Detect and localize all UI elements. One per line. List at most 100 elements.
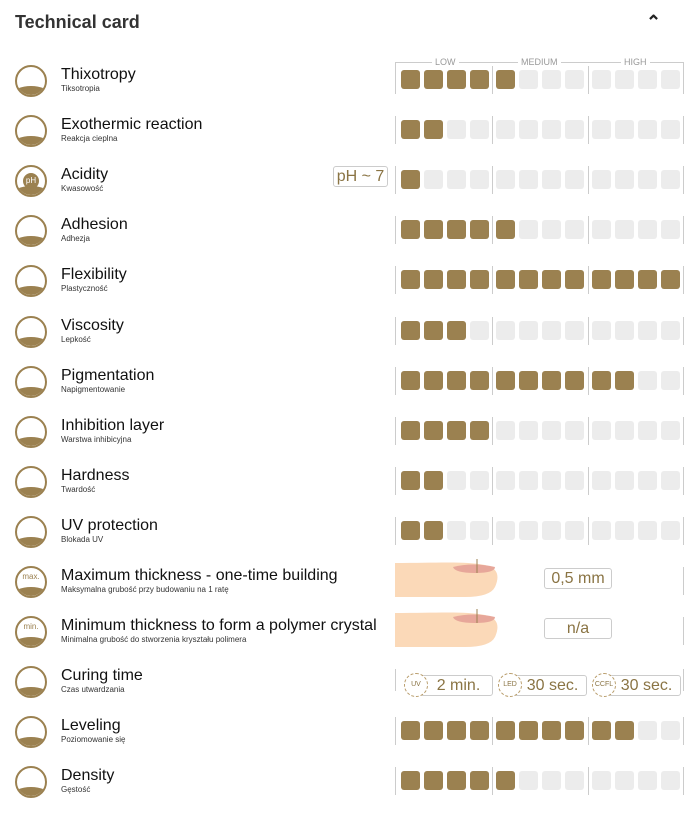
- rating-cell: [592, 120, 611, 140]
- rating-cell: [519, 420, 538, 440]
- rating-cell: [542, 320, 561, 340]
- rating-cell: [615, 520, 634, 540]
- rating-cell: [519, 771, 538, 791]
- rating-cell: [661, 220, 680, 240]
- rating-cell: [565, 170, 584, 190]
- property-name: Curing time: [61, 667, 143, 685]
- ph-badge: pH ~ 7: [333, 166, 388, 188]
- property-subtitle: Napigmentowanie: [61, 384, 126, 394]
- property-row: Pigmentation Napigmentowanie: [0, 363, 699, 413]
- property-row: UV protection Blokada UV: [0, 513, 699, 563]
- rating-cell: [519, 220, 538, 240]
- rating-cell: [519, 370, 538, 390]
- viscosity-icon: [15, 315, 47, 348]
- rating-cell: [661, 320, 680, 340]
- lamp-icon: [15, 666, 47, 699]
- rating-cell: [592, 721, 611, 741]
- rating-cell: [470, 420, 489, 440]
- rating-cell: [565, 721, 584, 741]
- rating-cell: [424, 270, 443, 290]
- rating-cell: [447, 370, 466, 390]
- rating-cell: [424, 771, 443, 791]
- rating-cell: [638, 470, 657, 490]
- rating-cell: [424, 320, 443, 340]
- thickness-value: n/a: [544, 618, 612, 640]
- rating-cell: [661, 270, 680, 290]
- rating-bar: [395, 212, 684, 245]
- rating-cell: [424, 721, 443, 741]
- rating-cell: [519, 470, 538, 490]
- inhibition-layer-icon: [15, 415, 47, 448]
- rating-cell: [565, 220, 584, 240]
- property-subtitle: Plastyczność: [61, 284, 108, 294]
- property-name: UV protection: [61, 516, 158, 534]
- rating-cell: [638, 70, 657, 89]
- rating-cell: [615, 120, 634, 140]
- rating-cell: [592, 270, 611, 290]
- rating-cell: [496, 270, 515, 290]
- rating-cell: [638, 320, 657, 340]
- property-subtitle: Kwasowość: [61, 184, 104, 194]
- rating-cell: [638, 520, 657, 540]
- property-subtitle: Gęstość: [61, 785, 91, 795]
- property-name: Inhibition layer: [61, 416, 165, 434]
- rating-cell: [447, 771, 466, 791]
- rating-cell: [615, 420, 634, 440]
- rating-cell: [447, 721, 466, 741]
- rating-cell: [661, 721, 680, 741]
- rating-cell: [615, 70, 634, 89]
- rating-bar: [395, 363, 684, 395]
- rating-bar: [395, 713, 684, 746]
- rating-cell: [401, 220, 420, 240]
- rating-cell: [470, 370, 489, 390]
- rating-bar: [395, 112, 684, 145]
- rating-cell: [496, 70, 515, 89]
- rating-cell: [519, 270, 538, 290]
- rating-cell: [470, 470, 489, 490]
- rating-cell: [401, 771, 420, 791]
- rating-cell: [615, 771, 634, 791]
- thickness-value: 0,5 mm: [544, 568, 612, 589]
- rating-cell: [542, 170, 561, 190]
- rating-cell: [447, 520, 466, 540]
- rating-cell: [615, 721, 634, 741]
- rating-bar: [395, 313, 684, 345]
- property-subtitle: Warstwa inhibicyjna: [61, 434, 132, 444]
- property-row: Inhibition layer Warstwa inhibicyjna: [0, 413, 699, 463]
- flexibility-icon: [15, 265, 47, 298]
- rating-cell: [401, 520, 420, 540]
- rating-cell: [470, 120, 489, 140]
- rating-cell: [447, 470, 466, 490]
- rating-cell: [592, 470, 611, 490]
- property-subtitle: Twardość: [61, 484, 96, 494]
- rating-cell: [565, 520, 584, 540]
- rating-cell: [496, 520, 515, 540]
- curing-time-value: 30 sec.: [608, 675, 681, 697]
- rating-cell: [661, 170, 680, 190]
- property-row: pH Acidity Kwasowość pH ~ 7: [0, 162, 699, 212]
- curing-time-value: 30 sec.: [514, 675, 587, 697]
- rating-cell: [592, 771, 611, 791]
- rating-cell: [638, 270, 657, 290]
- rating-cell: [661, 520, 680, 540]
- property-row: Thixotropy Tiksotropia: [0, 62, 699, 112]
- chevron-up-icon[interactable]: ⌃: [646, 12, 662, 32]
- rating-cell: [424, 370, 443, 390]
- rating-cell: [615, 470, 634, 490]
- min-thickness-icon: min.: [15, 616, 47, 649]
- rating-bar: [395, 763, 684, 796]
- rating-cell: [519, 320, 538, 340]
- rating-cell: [496, 320, 515, 340]
- rating-cell: [565, 420, 584, 440]
- property-subtitle: Blokada UV: [61, 534, 104, 544]
- scale-low: LOW: [432, 57, 459, 67]
- property-name: Leveling: [61, 717, 121, 735]
- rating-cell: [424, 470, 443, 490]
- rating-cell: [519, 721, 538, 741]
- property-name: Density: [61, 767, 115, 785]
- rating-cell: [638, 370, 657, 390]
- rating-cell: [496, 170, 515, 190]
- property-name: Pigmentation: [61, 366, 155, 384]
- property-row: Viscosity Lepkość: [0, 313, 699, 363]
- rating-cell: [470, 70, 489, 89]
